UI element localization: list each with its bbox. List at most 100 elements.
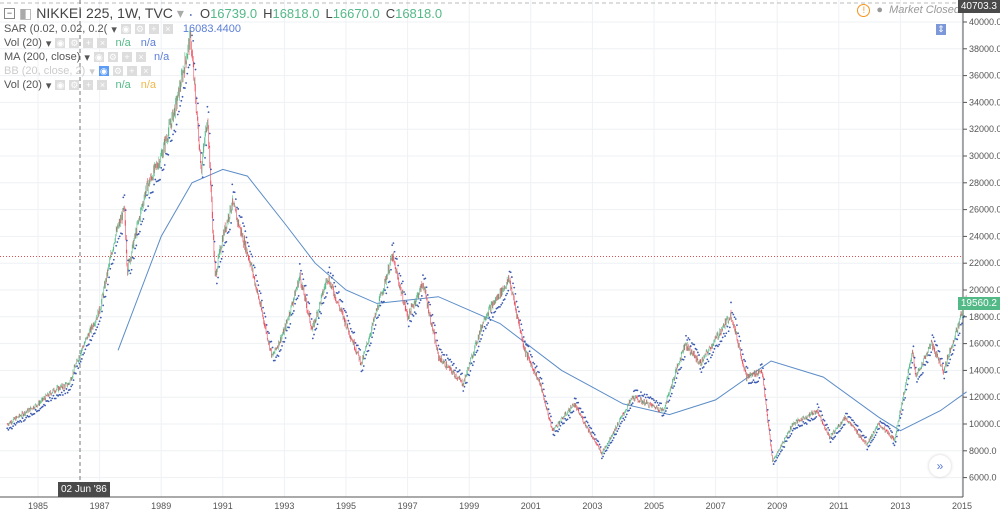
sar-dot [455, 367, 458, 369]
sar-dot [218, 265, 221, 268]
sar-dot [7, 428, 10, 431]
sar-dot [275, 356, 278, 359]
sar-dot [329, 272, 332, 275]
sar-dot [406, 302, 409, 305]
sar-dot [91, 335, 94, 338]
sar-dot [345, 311, 347, 314]
sar-dot [814, 417, 817, 420]
sar-dot [252, 264, 255, 267]
sar-dot [560, 421, 563, 424]
sar-dot [118, 235, 121, 238]
sar-dot [757, 380, 760, 383]
indicator-vol[interactable]: Vol (20) ▾ ◉ ⚙ + × n/a n/a [4, 37, 157, 50]
market-status[interactable]: ! ● Market Closed [857, 4, 960, 17]
sar-dot [538, 371, 540, 374]
y-tick-label: 22000.0 [969, 258, 1000, 268]
sar-dot [13, 422, 16, 425]
sar-dot [210, 168, 212, 171]
sar-dot [220, 257, 223, 260]
sar-dot [951, 353, 954, 355]
collapse-icon[interactable]: − [4, 7, 15, 19]
sar-dot [701, 367, 704, 369]
sar-dot [821, 414, 824, 417]
sar-dot [302, 278, 305, 281]
sar-dot [109, 267, 112, 270]
sar-dot [316, 323, 319, 326]
sar-dot [938, 350, 941, 353]
sar-dot [264, 315, 267, 318]
sar-dot [489, 319, 492, 321]
sar-dot [253, 266, 256, 269]
sar-dot [615, 433, 617, 436]
sar-dot [482, 330, 485, 332]
sar-dot [481, 334, 484, 336]
sar-dot [324, 295, 327, 298]
sar-dot [142, 218, 145, 220]
sar-dot [214, 261, 217, 264]
sar-dot [878, 427, 880, 430]
sar-dot [484, 327, 487, 330]
symbol-name[interactable]: NIKKEI 225, 1W, TVC [36, 5, 173, 21]
sar-dot [397, 264, 400, 267]
sar-dot [651, 397, 654, 400]
sar-dot [458, 369, 461, 371]
sar-dot [144, 208, 147, 211]
sar-dot [558, 428, 561, 431]
sar-dot [856, 425, 859, 427]
indicator-sar[interactable]: SAR (0.02, 0.02, 0.2(▾ ◉ ⚙ + × 16083.4400 [4, 23, 241, 36]
sar-dot [72, 379, 75, 382]
sar-dot [99, 316, 102, 319]
indicator-ma[interactable]: MA (200, close) ▾ ◉ ⚙ + × n/a [4, 51, 170, 64]
sar-dot [809, 419, 812, 422]
sar-dot [83, 352, 86, 354]
sar-dot [247, 245, 250, 248]
sar-dot [810, 417, 813, 420]
sar-dot [623, 419, 626, 421]
sar-dot [462, 390, 465, 392]
sar-dot [361, 369, 364, 372]
sar-dot [61, 394, 64, 396]
sar-dot [34, 408, 37, 411]
sar-dot [410, 320, 413, 323]
sar-dot [873, 436, 876, 439]
sar-dot [386, 286, 389, 289]
sar-dot [323, 297, 326, 300]
y-tick-label: 8000.0 [969, 446, 997, 456]
sar-dot [867, 445, 870, 448]
y-tick-label: 14000.0 [969, 365, 1000, 375]
sar-dot [288, 326, 291, 329]
sar-dot [242, 222, 244, 225]
scale-toggle-icon[interactable]: ⇕ [936, 24, 946, 35]
sar-dot [463, 385, 466, 388]
sar-dot [310, 318, 313, 320]
sar-dot [461, 372, 463, 375]
sar-dot [553, 434, 556, 437]
scroll-to-realtime-button[interactable]: » [929, 455, 951, 477]
sar-dot [907, 377, 910, 380]
sar-dot [475, 351, 478, 354]
sar-dot [451, 364, 454, 367]
sar-dot [360, 370, 363, 373]
sar-dot [718, 343, 721, 346]
chevron-down-icon[interactable]: ▾ [176, 4, 184, 21]
sar-dot [631, 402, 634, 405]
sar-dot [531, 355, 533, 358]
indicator-vol-2[interactable]: Vol (20) ▾ ◉ ⚙ + × n/a n/a [4, 79, 157, 92]
sar-dot [679, 368, 681, 371]
sar-dot [291, 312, 294, 315]
indicator-bb[interactable]: BB (20, close, 2) ▾ ◉ ⚙ + × [4, 64, 448, 78]
sar-dot [778, 453, 781, 455]
sar-dot [853, 421, 856, 424]
sar-dot [503, 298, 506, 301]
sar-dot [295, 298, 298, 301]
sar-dot [59, 394, 62, 396]
sar-dot [93, 332, 96, 335]
sar-dot [419, 299, 422, 302]
sar-dot [137, 233, 140, 235]
sar-dot [449, 358, 452, 361]
sar-dot [640, 391, 642, 394]
sar-dot [815, 415, 818, 418]
sar-dot [598, 443, 601, 446]
sar-dot [63, 389, 65, 392]
